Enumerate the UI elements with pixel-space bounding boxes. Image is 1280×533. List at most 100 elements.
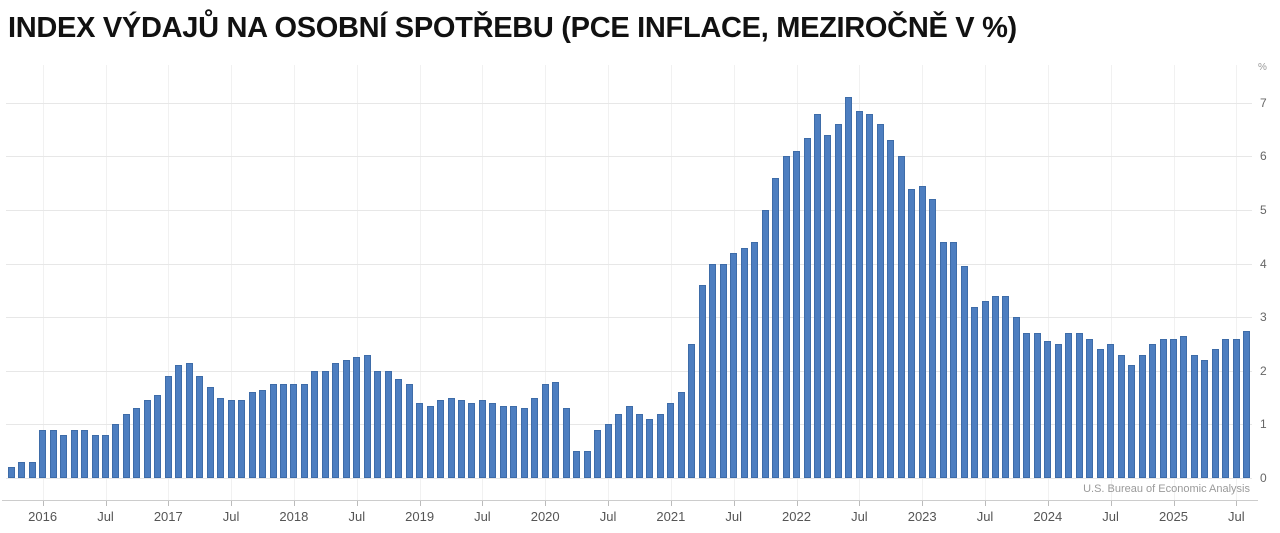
- bar[interactable]: [939, 242, 947, 478]
- bar[interactable]: [416, 403, 424, 478]
- bar[interactable]: [520, 408, 528, 478]
- bar[interactable]: [552, 381, 560, 478]
- bar[interactable]: [1033, 333, 1041, 478]
- bar[interactable]: [384, 370, 392, 478]
- bar[interactable]: [49, 429, 57, 478]
- bar[interactable]: [782, 156, 790, 478]
- bar[interactable]: [489, 403, 497, 478]
- bar[interactable]: [562, 408, 570, 478]
- bar[interactable]: [290, 384, 298, 478]
- bar[interactable]: [510, 405, 518, 478]
- bar[interactable]: [719, 263, 727, 478]
- bar[interactable]: [1128, 365, 1136, 478]
- bar[interactable]: [217, 397, 225, 478]
- bar[interactable]: [1222, 338, 1230, 478]
- bar[interactable]: [353, 357, 361, 478]
- bar[interactable]: [269, 384, 277, 478]
- bar[interactable]: [772, 177, 780, 478]
- bar[interactable]: [583, 451, 591, 478]
- bar[interactable]: [206, 386, 214, 478]
- bar[interactable]: [154, 394, 162, 478]
- bar[interactable]: [688, 344, 696, 478]
- bar[interactable]: [185, 362, 193, 478]
- bar[interactable]: [478, 400, 486, 478]
- bar[interactable]: [259, 389, 266, 478]
- bar[interactable]: [1002, 295, 1010, 478]
- bar[interactable]: [656, 413, 664, 478]
- bar[interactable]: [950, 242, 958, 478]
- bar[interactable]: [897, 156, 905, 478]
- bar[interactable]: [39, 429, 47, 478]
- bar[interactable]: [458, 400, 465, 478]
- bar[interactable]: [1190, 354, 1198, 478]
- bar[interactable]: [122, 413, 130, 478]
- bar[interactable]: [709, 263, 717, 478]
- bar[interactable]: [604, 424, 612, 478]
- bar[interactable]: [1117, 354, 1125, 478]
- bar[interactable]: [1170, 338, 1177, 478]
- bar[interactable]: [175, 365, 183, 478]
- bar[interactable]: [280, 384, 287, 478]
- bar[interactable]: [1096, 349, 1104, 478]
- bar[interactable]: [793, 151, 800, 478]
- bar[interactable]: [960, 266, 968, 478]
- bar[interactable]: [855, 110, 863, 478]
- bar[interactable]: [1159, 338, 1167, 478]
- bar[interactable]: [541, 384, 549, 478]
- bar[interactable]: [740, 247, 748, 478]
- bar[interactable]: [698, 285, 706, 478]
- bar[interactable]: [1201, 360, 1209, 478]
- bar[interactable]: [929, 199, 937, 478]
- bar[interactable]: [426, 405, 434, 478]
- bar[interactable]: [918, 185, 926, 478]
- bar[interactable]: [1138, 354, 1146, 478]
- bar[interactable]: [374, 370, 382, 478]
- bar[interactable]: [981, 301, 989, 478]
- bar[interactable]: [91, 435, 99, 478]
- bar[interactable]: [18, 461, 26, 478]
- bar[interactable]: [143, 400, 151, 478]
- bar[interactable]: [1107, 344, 1115, 478]
- bar[interactable]: [834, 124, 842, 478]
- bar[interactable]: [196, 376, 204, 478]
- bar[interactable]: [814, 113, 821, 478]
- bar[interactable]: [667, 403, 675, 478]
- bar[interactable]: [615, 413, 622, 478]
- bar[interactable]: [992, 295, 999, 478]
- bar[interactable]: [1065, 333, 1073, 478]
- bar[interactable]: [499, 405, 507, 478]
- bar[interactable]: [437, 400, 444, 478]
- bar[interactable]: [70, 429, 78, 478]
- bar[interactable]: [1232, 338, 1240, 478]
- bar[interactable]: [363, 354, 371, 478]
- bar[interactable]: [7, 467, 15, 478]
- bar[interactable]: [238, 400, 246, 478]
- bar[interactable]: [342, 360, 350, 478]
- bar[interactable]: [594, 429, 602, 478]
- bar[interactable]: [1054, 344, 1062, 478]
- bar[interactable]: [751, 242, 759, 478]
- bar[interactable]: [1086, 338, 1094, 478]
- bar[interactable]: [405, 384, 413, 478]
- bar[interactable]: [761, 210, 769, 478]
- bar[interactable]: [81, 429, 88, 478]
- bar[interactable]: [677, 392, 685, 478]
- bar[interactable]: [531, 397, 539, 478]
- bar[interactable]: [468, 403, 476, 478]
- bar[interactable]: [573, 451, 581, 478]
- bar[interactable]: [1075, 333, 1083, 478]
- bar[interactable]: [803, 137, 811, 478]
- bar[interactable]: [1023, 333, 1031, 478]
- bar[interactable]: [332, 362, 340, 478]
- bar[interactable]: [248, 392, 256, 478]
- bar[interactable]: [908, 188, 916, 478]
- bar[interactable]: [730, 252, 738, 478]
- bar[interactable]: [112, 424, 120, 478]
- bar[interactable]: [300, 384, 308, 478]
- bar[interactable]: [625, 405, 633, 478]
- bar[interactable]: [824, 135, 832, 478]
- bar[interactable]: [133, 408, 141, 478]
- bar[interactable]: [971, 306, 978, 478]
- bar[interactable]: [447, 397, 455, 478]
- bar[interactable]: [321, 370, 329, 478]
